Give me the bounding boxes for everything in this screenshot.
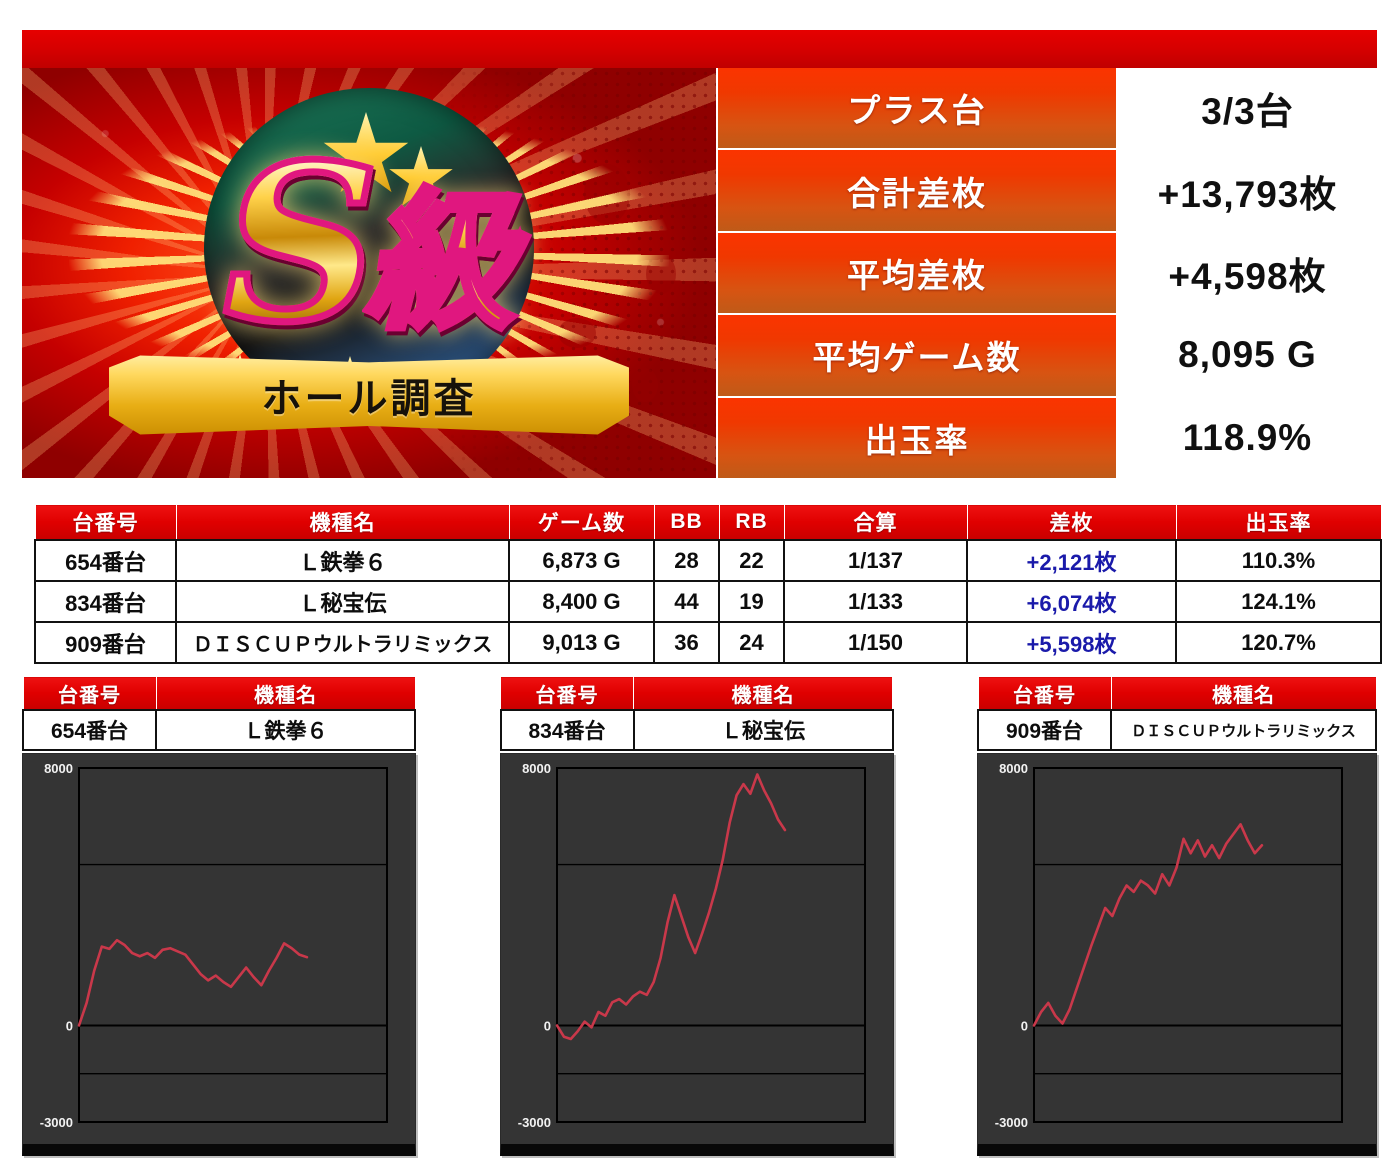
- svg-text:0: 0: [543, 1018, 550, 1033]
- red-top-strip: [22, 30, 1377, 68]
- cell-kishu: Ｌ鉄拳６: [175, 539, 510, 582]
- cell-gassan: 1/133: [783, 580, 968, 623]
- column-header: 出玉率: [1175, 504, 1382, 541]
- panel-header-row: 台番号 機種名: [500, 676, 893, 711]
- panel-column-header: 台番号: [500, 676, 634, 711]
- machine-results-table: 台番号 機種名 ゲーム数 BB RB 合算 差枚 出玉率 654番台 Ｌ鉄拳６ 6,873 G 28…: [34, 504, 1382, 664]
- panel-column-header: 台番号: [977, 676, 1112, 711]
- svg-text:8000: 8000: [522, 761, 551, 776]
- svg-text:0: 0: [66, 1018, 73, 1033]
- payout-graph: 8000 0 -3000: [499, 753, 894, 1156]
- hero-ribbon: ホール調査: [108, 355, 629, 435]
- panel-value-row: 654番台 Ｌ鉄拳６: [22, 709, 416, 751]
- summary-row: プラス台 3/3台: [717, 68, 1377, 151]
- s-rank-logo: S 級: [220, 116, 518, 370]
- panel-header-row: 台番号 機種名: [22, 676, 416, 711]
- panel-column-header: 機種名: [1110, 676, 1377, 711]
- cell-bb: 44: [653, 580, 720, 623]
- cell-kishu: ＤＩＳＣＵＰウルトラリミックス: [175, 621, 510, 664]
- cell-rate: 124.1%: [1175, 580, 1382, 623]
- column-header: ゲーム数: [508, 504, 655, 541]
- summary-label: 合計差枚: [717, 150, 1118, 231]
- panel-header-table: 台番号 機種名 654番台 Ｌ鉄拳６: [22, 676, 416, 751]
- panel-column-header: 機種名: [155, 676, 416, 711]
- chart-panel: 台番号 機種名 909番台 ＤＩＳＣＵＰウルトラリミックス 8000 0 -3000: [977, 676, 1377, 1156]
- svg-text:8000: 8000: [44, 761, 73, 776]
- summary-value: +13,793枚: [1117, 150, 1377, 231]
- cell-games: 8,400 G: [508, 580, 655, 623]
- table-header-row: 台番号 機種名 ゲーム数 BB RB 合算 差枚 出玉率: [34, 504, 1382, 541]
- summary-row: 平均差枚 +4,598枚: [717, 232, 1377, 316]
- column-header: 台番号: [34, 504, 177, 541]
- panel-value-row: 834番台 Ｌ秘宝伝: [499, 709, 894, 751]
- table-row: 654番台 Ｌ鉄拳６ 6,873 G 28 22 1/137 +2,121枚 110.3%: [34, 539, 1382, 582]
- panel-cell-kishu: Ｌ鉄拳６: [155, 709, 416, 751]
- logo-main-letter: S: [220, 116, 382, 370]
- svg-text:8000: 8000: [999, 761, 1028, 776]
- column-header: 合算: [783, 504, 968, 541]
- cell-games: 9,013 G: [508, 621, 655, 664]
- panel-cell-kishu: Ｌ秘宝伝: [632, 709, 894, 751]
- ribbon-text: ホール調査: [261, 376, 477, 422]
- chart-panel: 台番号 機種名 654番台 Ｌ鉄拳６ 8000 0 -3000: [22, 676, 416, 1156]
- cell-rate: 120.7%: [1175, 621, 1382, 664]
- cell-samai: +2,121枚: [966, 539, 1177, 582]
- column-header: 差枚: [966, 504, 1177, 541]
- summary-label: 平均ゲーム数: [717, 315, 1118, 396]
- cell-rb: 22: [718, 539, 785, 582]
- cell-dai: 834番台: [34, 580, 177, 623]
- summary-value: 8,095 G: [1117, 315, 1377, 396]
- cell-samai: +5,598枚: [966, 621, 1177, 664]
- summary-value: 3/3台: [1117, 68, 1377, 149]
- summary-value: 118.9%: [1117, 397, 1377, 479]
- panel-column-header: 台番号: [22, 676, 157, 711]
- hero-banner: S 級 ホール調査: [22, 68, 716, 478]
- cell-bb: 28: [653, 539, 720, 582]
- panel-cell-dai: 909番台: [977, 709, 1112, 751]
- summary-row: 合計差枚 +13,793枚: [717, 150, 1377, 233]
- panel-header-table: 台番号 機種名 834番台 Ｌ秘宝伝: [499, 676, 894, 751]
- panel-header-table: 台番号 機種名 909番台 ＤＩＳＣＵＰウルトラリミックス: [977, 676, 1377, 751]
- svg-text:-3000: -3000: [995, 1115, 1028, 1130]
- payout-graph: 8000 0 -3000: [22, 753, 416, 1156]
- payout-graph: 8000 0 -3000: [977, 753, 1377, 1156]
- table-row: 834番台 Ｌ秘宝伝 8,400 G 44 19 1/133 +6,074枚 124.1%: [34, 580, 1382, 623]
- panel-value-row: 909番台 ＤＩＳＣＵＰウルトラリミックス: [977, 709, 1377, 751]
- summary-label: プラス台: [717, 68, 1118, 149]
- cell-dai: 909番台: [34, 621, 177, 664]
- cell-rb: 24: [718, 621, 785, 664]
- cell-kishu: Ｌ秘宝伝: [175, 580, 510, 623]
- cell-dai: 654番台: [34, 539, 177, 582]
- cell-rb: 19: [718, 580, 785, 623]
- panel-cell-dai: 654番台: [22, 709, 157, 751]
- panel-column-header: 機種名: [633, 676, 893, 711]
- svg-text:-3000: -3000: [517, 1115, 550, 1130]
- summary-label: 平均差枚: [717, 232, 1118, 314]
- svg-text:-3000: -3000: [40, 1115, 73, 1130]
- cell-gassan: 1/150: [783, 621, 968, 664]
- panel-cell-kishu: ＤＩＳＣＵＰウルトラリミックス: [1110, 709, 1377, 751]
- panel-header-row: 台番号 機種名: [977, 676, 1377, 711]
- summary-row: 出玉率 118.9%: [717, 397, 1377, 479]
- cell-bb: 36: [653, 621, 720, 664]
- summary-row: 平均ゲーム数 8,095 G: [717, 315, 1377, 398]
- panel-cell-dai: 834番台: [499, 709, 635, 751]
- top-band: S 級 ホール調査 プラス台 3/3台 合計差枚 +13,793枚 平均差枚 +4,598…: [22, 30, 1377, 479]
- cell-games: 6,873 G: [508, 539, 655, 582]
- summary-label: 出玉率: [717, 397, 1118, 479]
- logo-sub-letter: 級: [362, 174, 518, 350]
- chart-panel: 台番号 機種名 834番台 Ｌ秘宝伝 8000 0 -3000: [499, 676, 894, 1156]
- chart-panels: 台番号 機種名 654番台 Ｌ鉄拳６ 8000 0 -3000 台番号 機種名 834番台 Ｌ秘宝伝…: [22, 676, 1377, 1156]
- summary-table: プラス台 3/3台 合計差枚 +13,793枚 平均差枚 +4,598枚 平均ゲーム数 8,0…: [715, 68, 1377, 479]
- column-header: BB: [653, 504, 720, 541]
- summary-value: +4,598枚: [1117, 232, 1377, 314]
- table-row: 909番台 ＤＩＳＣＵＰウルトラリミックス 9,013 G 36 24 1/150 +5,5…: [34, 621, 1382, 664]
- cell-gassan: 1/137: [783, 539, 968, 582]
- column-header: RB: [718, 504, 785, 541]
- svg-text:0: 0: [1021, 1018, 1028, 1033]
- cell-rate: 110.3%: [1175, 539, 1382, 582]
- column-header: 機種名: [175, 504, 510, 541]
- cell-samai: +6,074枚: [966, 580, 1177, 623]
